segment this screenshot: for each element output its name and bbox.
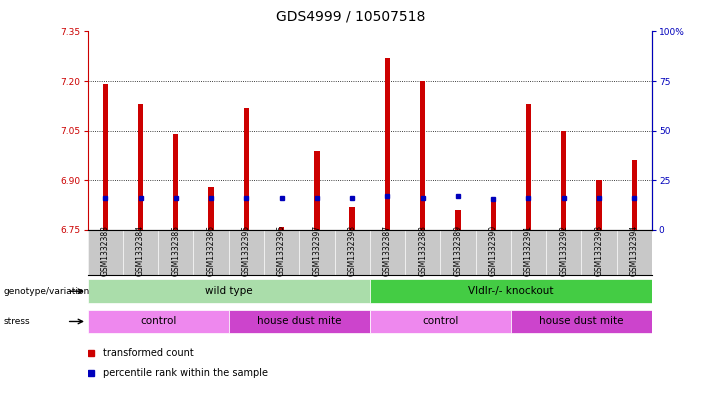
Bar	[632, 160, 637, 230]
Bar	[88, 279, 370, 303]
Text: house dust mite: house dust mite	[257, 316, 341, 327]
Bar	[526, 104, 531, 230]
Bar	[597, 180, 601, 230]
Text: wild type: wild type	[205, 286, 252, 296]
Bar	[102, 84, 108, 230]
Bar	[244, 108, 249, 230]
Bar	[229, 310, 370, 333]
Text: GDS4999 / 10507518: GDS4999 / 10507518	[275, 10, 426, 24]
Bar	[173, 134, 179, 230]
Bar	[314, 151, 320, 230]
Bar	[279, 227, 284, 230]
Bar	[370, 279, 652, 303]
Bar	[370, 310, 511, 333]
Text: Vldlr-/- knockout: Vldlr-/- knockout	[468, 286, 554, 296]
Bar	[138, 104, 143, 230]
Bar	[208, 187, 214, 230]
Bar	[350, 207, 355, 230]
Bar	[511, 310, 652, 333]
Text: control: control	[140, 316, 177, 327]
Bar	[491, 200, 496, 230]
Bar	[88, 310, 229, 333]
Text: stress: stress	[4, 317, 30, 326]
Text: transformed count: transformed count	[104, 348, 194, 358]
Bar	[561, 131, 566, 230]
Bar	[420, 81, 426, 230]
Bar	[456, 210, 461, 230]
Bar	[385, 58, 390, 230]
Text: house dust mite: house dust mite	[539, 316, 624, 327]
Text: genotype/variation: genotype/variation	[4, 287, 90, 296]
Text: percentile rank within the sample: percentile rank within the sample	[104, 368, 268, 378]
Text: control: control	[422, 316, 458, 327]
